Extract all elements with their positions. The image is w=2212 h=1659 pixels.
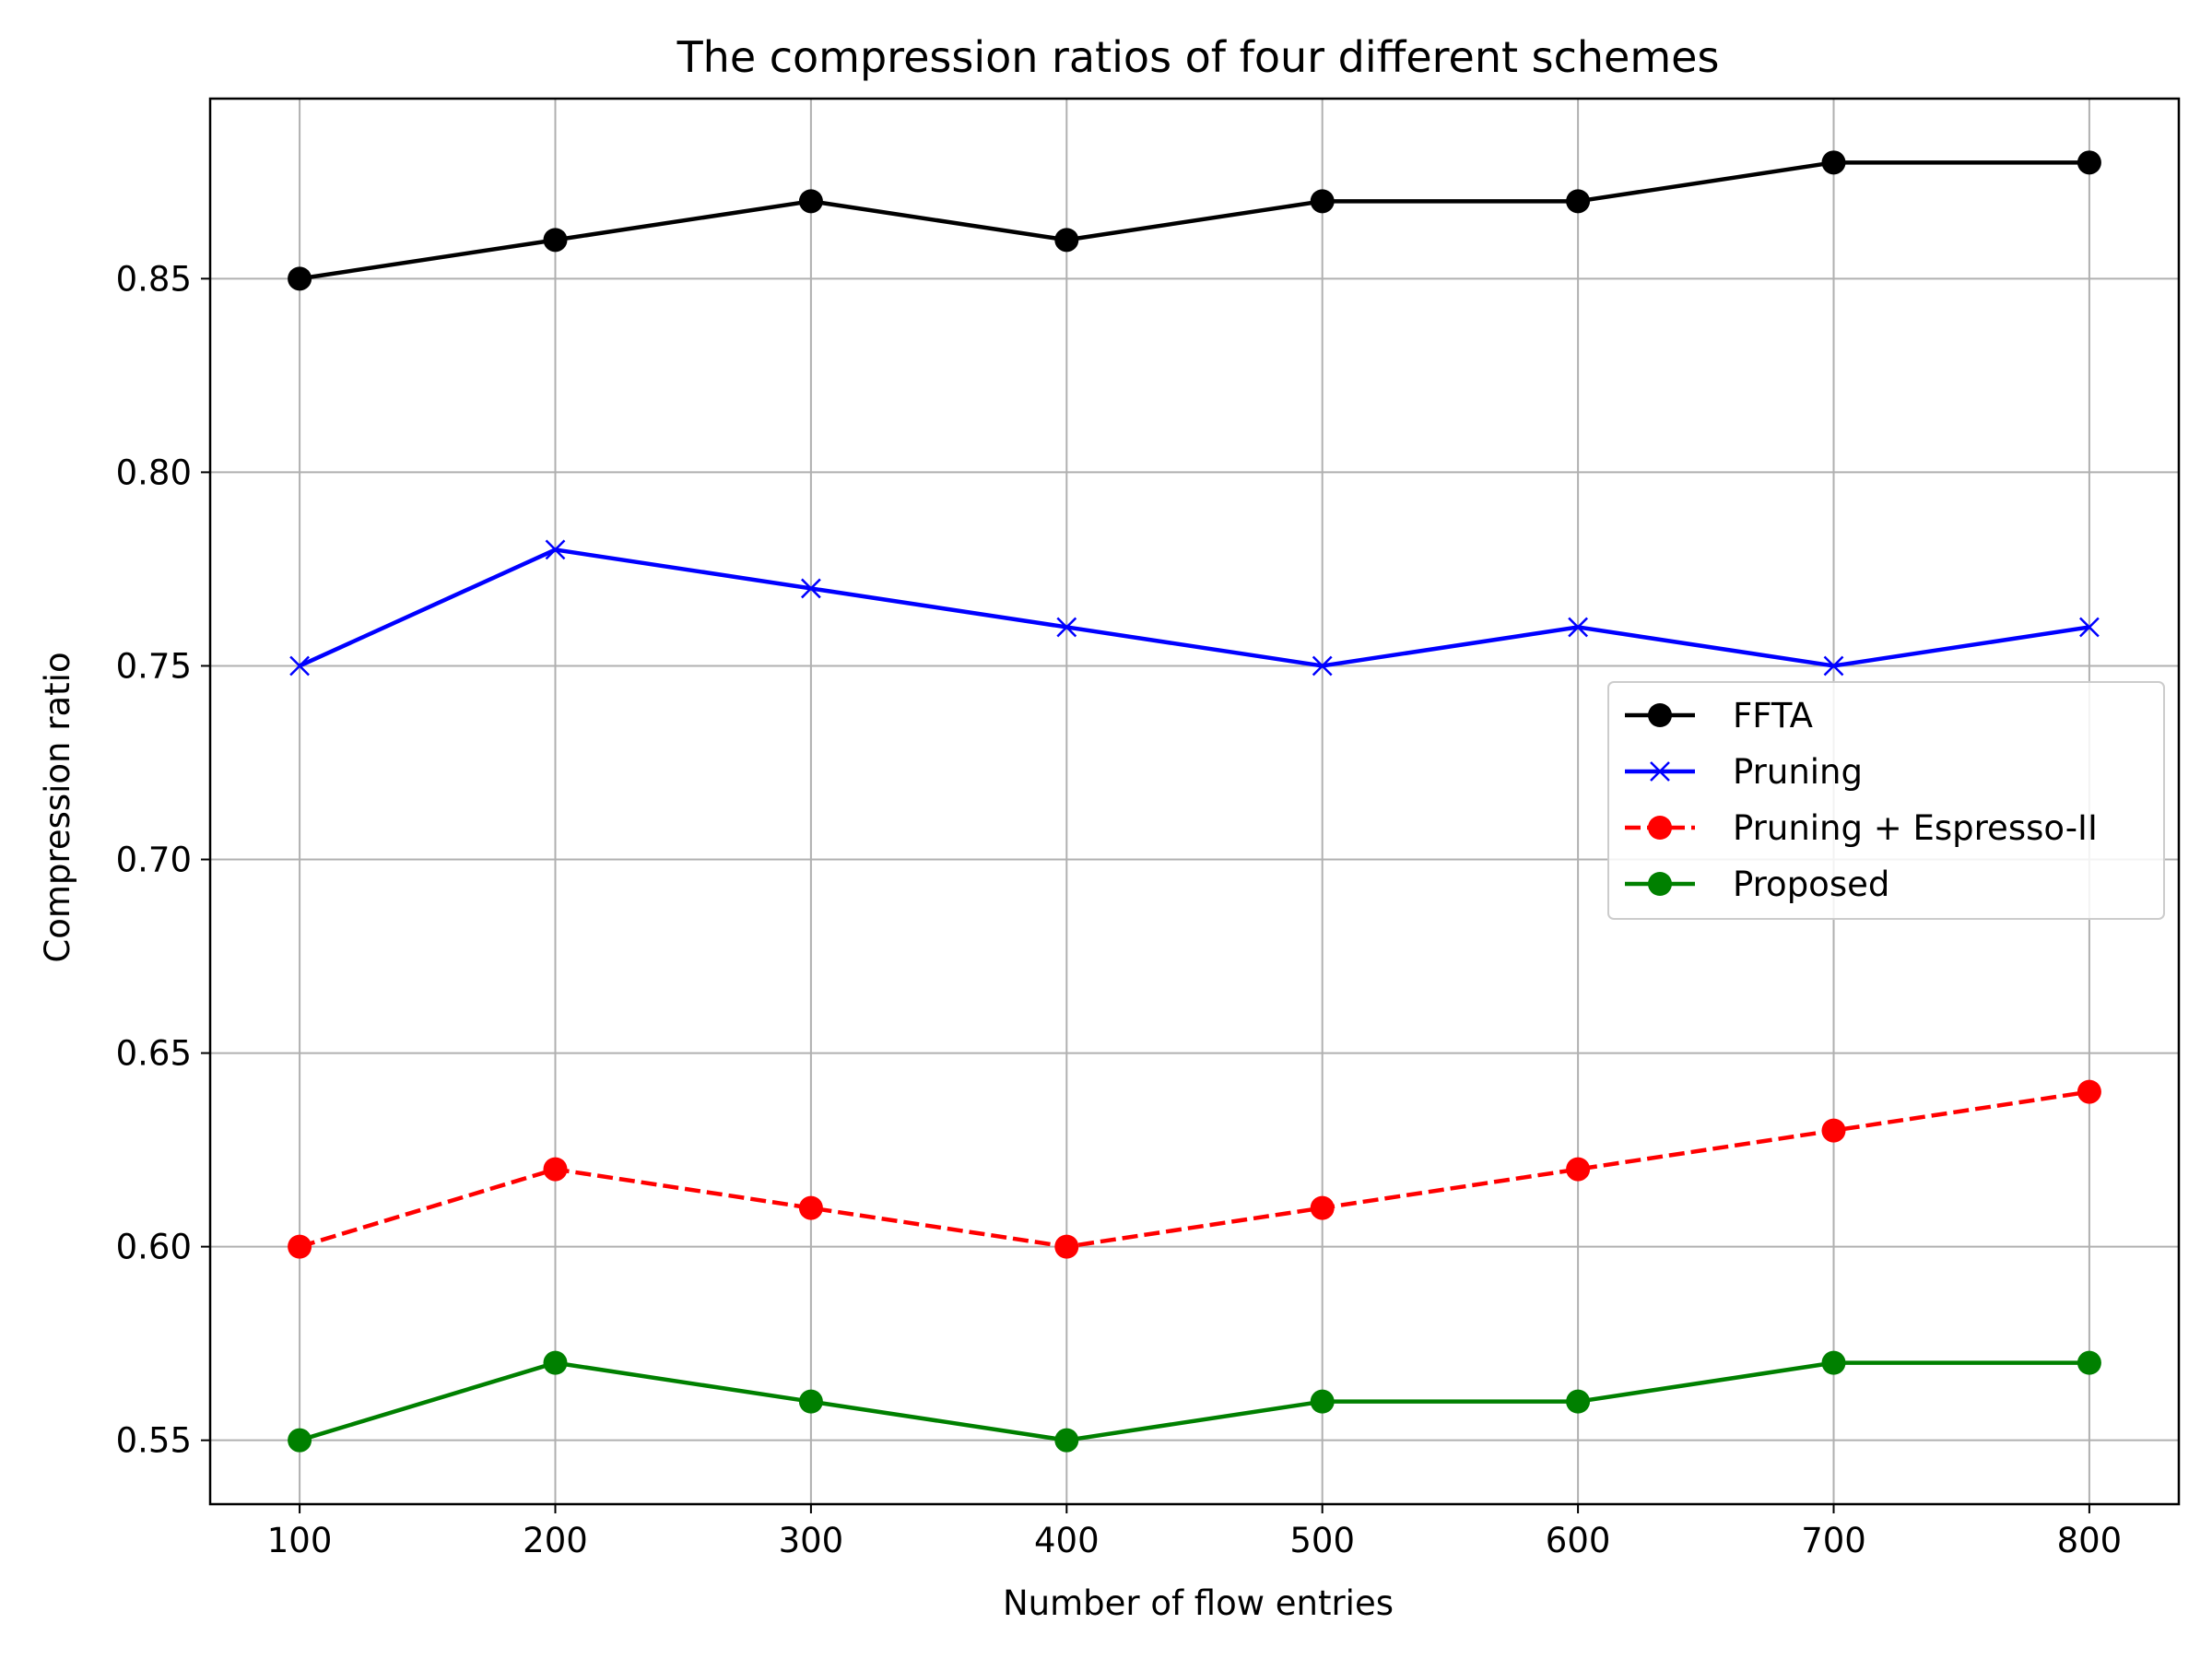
legend-item: Proposed [1625,865,1889,904]
data-point [543,1157,568,1182]
data-point [1566,189,1591,214]
series-line [299,547,2090,668]
data-point [798,1195,823,1220]
legend-item: Pruning + Espresso-II [1625,808,2098,848]
data-point [2077,1350,2101,1375]
data-point [1566,1389,1591,1414]
data-point [2077,150,2101,175]
data-point [1821,150,1846,175]
data-point [288,266,312,291]
x-tick-label: 100 [267,1521,333,1560]
plot-frame [208,97,2181,1506]
data-point [543,228,568,253]
x-tick-label: 200 [523,1521,588,1560]
y-tick-label: 0.55 [116,1421,192,1461]
marker-stroke [1312,655,1333,677]
marker-stroke [1823,655,1844,677]
marker-stroke [1650,761,1670,782]
x-tick-label: 700 [1801,1521,1866,1560]
data-point [1054,1234,1079,1259]
legend-marker [1648,703,1672,727]
data-point [1821,1350,1846,1375]
x-tick-label: 300 [779,1521,844,1560]
y-tick-label: 0.75 [116,646,192,686]
x-axis-label: Number of flow entries [1003,1583,1394,1623]
data-point [288,1428,312,1453]
y-tick-label: 0.65 [116,1034,192,1074]
legend-label: FFTA [1733,696,1813,735]
data-point [2077,1079,2101,1104]
marker-stroke [289,655,310,677]
legend-marker [1648,816,1672,840]
data-point [1568,617,1588,638]
data-point [1056,617,1077,638]
legend: FFTA Pruning Pruning + Espresso-II Proposed [1607,681,2165,920]
series-proposed [288,1350,2101,1453]
y-tick-label: 0.80 [116,453,192,492]
data-point [1823,655,1844,677]
legend-item: FFTA [1625,696,1813,735]
data-point [1310,1389,1335,1414]
legend-item: Pruning [1625,752,1863,792]
series-ffta [288,150,2101,291]
series-line [299,160,2089,281]
series-line [299,1360,2089,1442]
data-point [1310,1195,1335,1220]
data-point [545,539,566,560]
data-point [1566,1157,1591,1182]
data-point [1054,228,1079,253]
data-point [1312,655,1333,677]
marker-stroke [1056,617,1077,638]
y-tick-label: 0.60 [116,1228,192,1267]
legend-label: Pruning + Espresso-II [1733,808,2098,848]
data-point [1054,1428,1079,1453]
data-point [1821,1118,1846,1143]
legend-label: Proposed [1733,865,1889,904]
marker-stroke [801,578,821,599]
data-point [798,1389,823,1414]
data-point [1310,189,1335,214]
series-pruning [289,539,2100,677]
marker-stroke [545,539,566,560]
marker-stroke [2079,617,2100,638]
marker-stroke [1568,617,1588,638]
data-point [798,189,823,214]
y-axis-label: Compression ratio [38,652,77,962]
x-tick-label: 500 [1289,1521,1355,1560]
legend-label: Pruning [1733,752,1863,792]
chart-title: The compression ratios of four different… [677,32,1720,82]
x-tick-label: 400 [1034,1521,1100,1560]
x-tick-label: 800 [2057,1521,2123,1560]
data-point [801,578,821,599]
data-point [2079,617,2100,638]
data-point [289,655,310,677]
legend-marker [1650,761,1670,782]
y-tick-label: 0.70 [116,841,192,880]
legend-marker [1648,872,1672,896]
data-point [543,1350,568,1375]
series-pruning-espresso-ii [288,1079,2101,1259]
series-line [299,1089,2090,1249]
legend-box [1607,681,2165,920]
y-tick-label: 0.85 [116,259,192,299]
data-point [288,1234,312,1259]
x-tick-label: 600 [1546,1521,1611,1560]
